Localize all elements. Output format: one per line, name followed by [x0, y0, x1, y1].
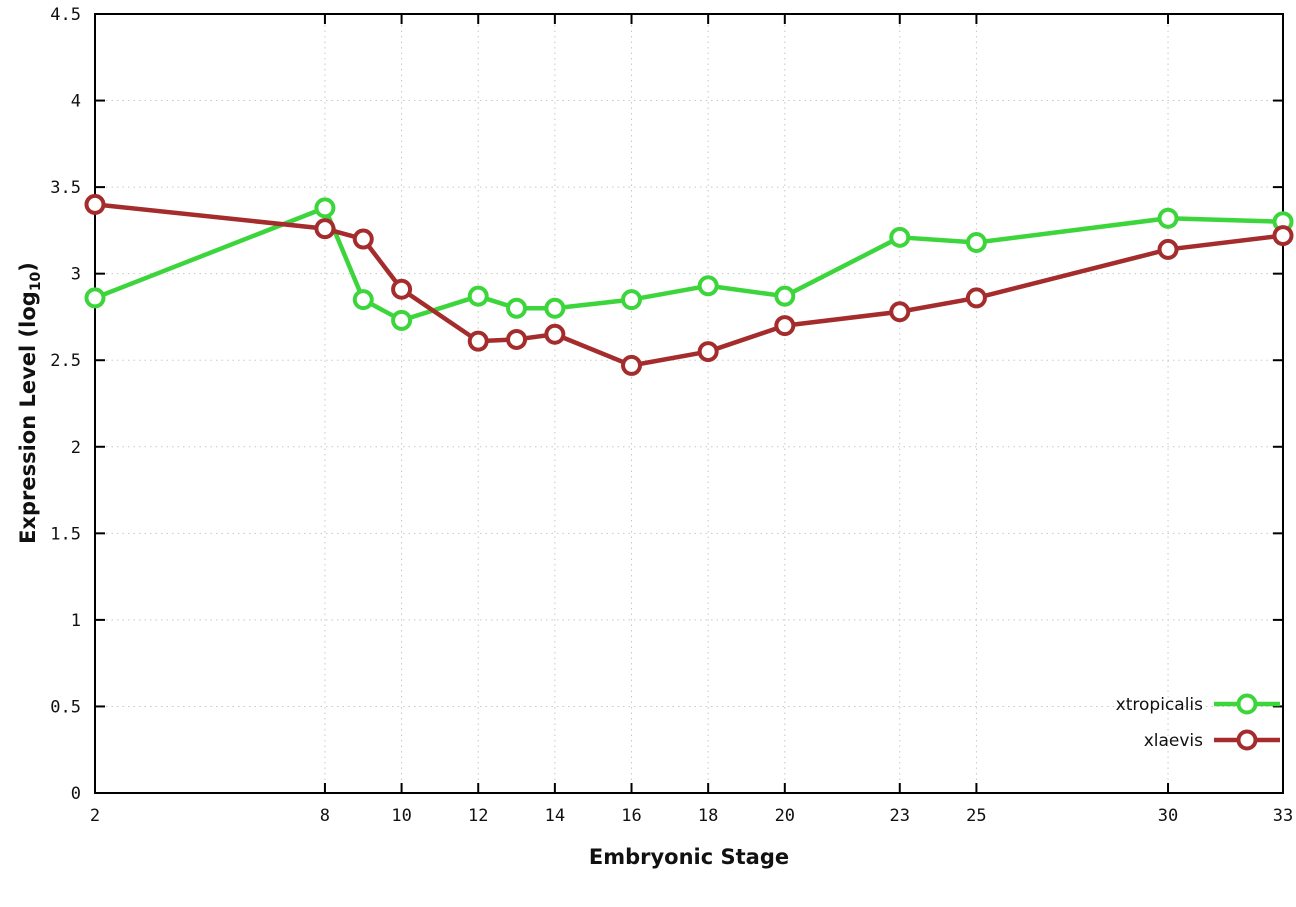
data-point [965, 287, 987, 309]
y-tick-label: 3 [71, 265, 81, 285]
data-point [391, 309, 413, 331]
data-point [506, 297, 528, 319]
data-point [1272, 225, 1294, 247]
data-point [84, 193, 106, 215]
y-axis-label-end: ) [15, 262, 40, 272]
y-tick-label: 3.5 [50, 178, 81, 198]
data-point [1157, 207, 1179, 229]
y-tick-label: 4.5 [50, 5, 81, 25]
legend-label: xlaevis [1144, 731, 1203, 751]
data-point [467, 285, 489, 307]
x-tick-label: 33 [1273, 806, 1293, 826]
legend-item-xtropicalis: xtropicalis [1116, 693, 1280, 715]
x-tick-label: 18 [698, 806, 718, 826]
y-tick-label: 1.5 [50, 524, 81, 544]
data-point [314, 197, 336, 219]
data-point [506, 328, 528, 350]
data-point [1157, 238, 1179, 260]
plot-border [94, 13, 1284, 794]
x-tick-label: 23 [890, 806, 910, 826]
data-point [889, 226, 911, 248]
data-point [352, 228, 374, 250]
data-point [621, 289, 643, 311]
data-point [544, 323, 566, 345]
legend-item-xlaevis: xlaevis [1144, 729, 1280, 751]
y-tick-label: 4 [71, 92, 81, 112]
x-axis-label: Embryonic Stage [588, 845, 790, 869]
data-point [889, 301, 911, 323]
grid [94, 13, 1284, 794]
x-tick-label: 10 [391, 806, 411, 826]
series-line [92, 202, 1286, 368]
data-point [84, 287, 106, 309]
legend-marker [1236, 729, 1258, 751]
y-axis-label: Expression Level (log10) [16, 262, 44, 544]
y-tick-label: 2.5 [50, 351, 81, 371]
x-tick-label: 8 [320, 806, 330, 826]
y-axis-label-sub: 10 [28, 271, 45, 292]
data-point [544, 297, 566, 319]
data-point [352, 289, 374, 311]
tick-labels: 2 8 10 12 14 16 18 20 23 25 30 33 0 0.5 1 1.5 2 2.5 3 3.5 4 4… [50, 5, 1293, 826]
series-xtropicalis [84, 197, 1294, 331]
series-xlaevis [84, 193, 1294, 376]
legend: xtropicalis xlaevis [1116, 693, 1280, 751]
x-tick-label: 14 [545, 806, 565, 826]
legend-marker [1236, 693, 1258, 715]
data-point [314, 218, 336, 240]
data-point [697, 275, 719, 297]
x-tick-label: 2 [90, 806, 100, 826]
data-point [391, 278, 413, 300]
legend-label: xtropicalis [1116, 695, 1203, 715]
x-tick-label: 16 [621, 806, 641, 826]
y-axis-label-main: Expression Level (log [15, 291, 40, 544]
data-point [621, 354, 643, 376]
data-point [697, 341, 719, 363]
y-tick-label: 1 [71, 611, 81, 631]
y-tick-label: 2 [71, 438, 81, 458]
x-tick-label: 25 [966, 806, 986, 826]
x-tick-label: 30 [1158, 806, 1178, 826]
y-tick-label: 0 [71, 784, 81, 804]
x-tick-label: 20 [775, 806, 795, 826]
data-point [467, 330, 489, 352]
x-tick-label: 12 [468, 806, 488, 826]
data-point [774, 315, 796, 337]
data-point [965, 232, 987, 254]
y-tick-label: 0.5 [50, 697, 81, 717]
data-point [774, 285, 796, 307]
tick-marks [94, 13, 1284, 794]
